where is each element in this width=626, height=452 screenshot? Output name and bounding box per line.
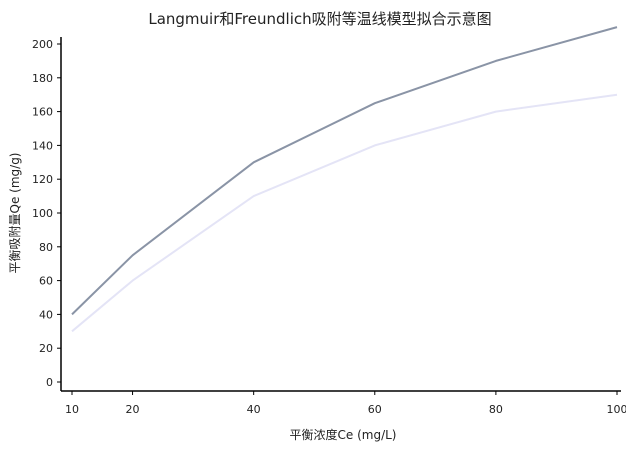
y-tick-label: 100: [32, 207, 53, 220]
chart-title: Langmuir和Freundlich吸附等温线模型拟合示意图: [148, 10, 491, 28]
x-tick-label: 20: [126, 403, 140, 416]
x-tick-label: 80: [489, 403, 503, 416]
x-tick-label: 40: [247, 403, 261, 416]
axes-group: [61, 37, 621, 391]
y-tick-label: 80: [39, 241, 53, 254]
y-tick-label: 140: [32, 139, 53, 152]
y-tick-label: 40: [39, 308, 53, 321]
x-axis-label: 平衡浓度Ce (mg/L): [290, 427, 397, 442]
x-tick-label: 10: [65, 403, 79, 416]
y-axis-label: 平衡吸附量Qe (mg/g): [8, 153, 22, 274]
y-tick-label: 200: [32, 38, 53, 51]
y-tick-label: 20: [39, 342, 53, 355]
y-ticks-group: 0 20 40 60 80 100 120 140 160 180 200: [32, 38, 61, 389]
series-line-1: [72, 27, 617, 314]
y-tick-label: 180: [32, 72, 53, 85]
y-tick-label: 0: [46, 376, 53, 389]
series-line-2: [72, 95, 617, 332]
y-tick-label: 120: [32, 173, 53, 186]
y-tick-label: 60: [39, 275, 53, 288]
x-ticks-group: 10 20 40 60 80 100: [65, 391, 626, 416]
y-tick-label: 160: [32, 106, 53, 119]
x-tick-label: 60: [368, 403, 382, 416]
series-lines-group: [72, 27, 617, 331]
x-tick-label: 100: [607, 403, 626, 416]
